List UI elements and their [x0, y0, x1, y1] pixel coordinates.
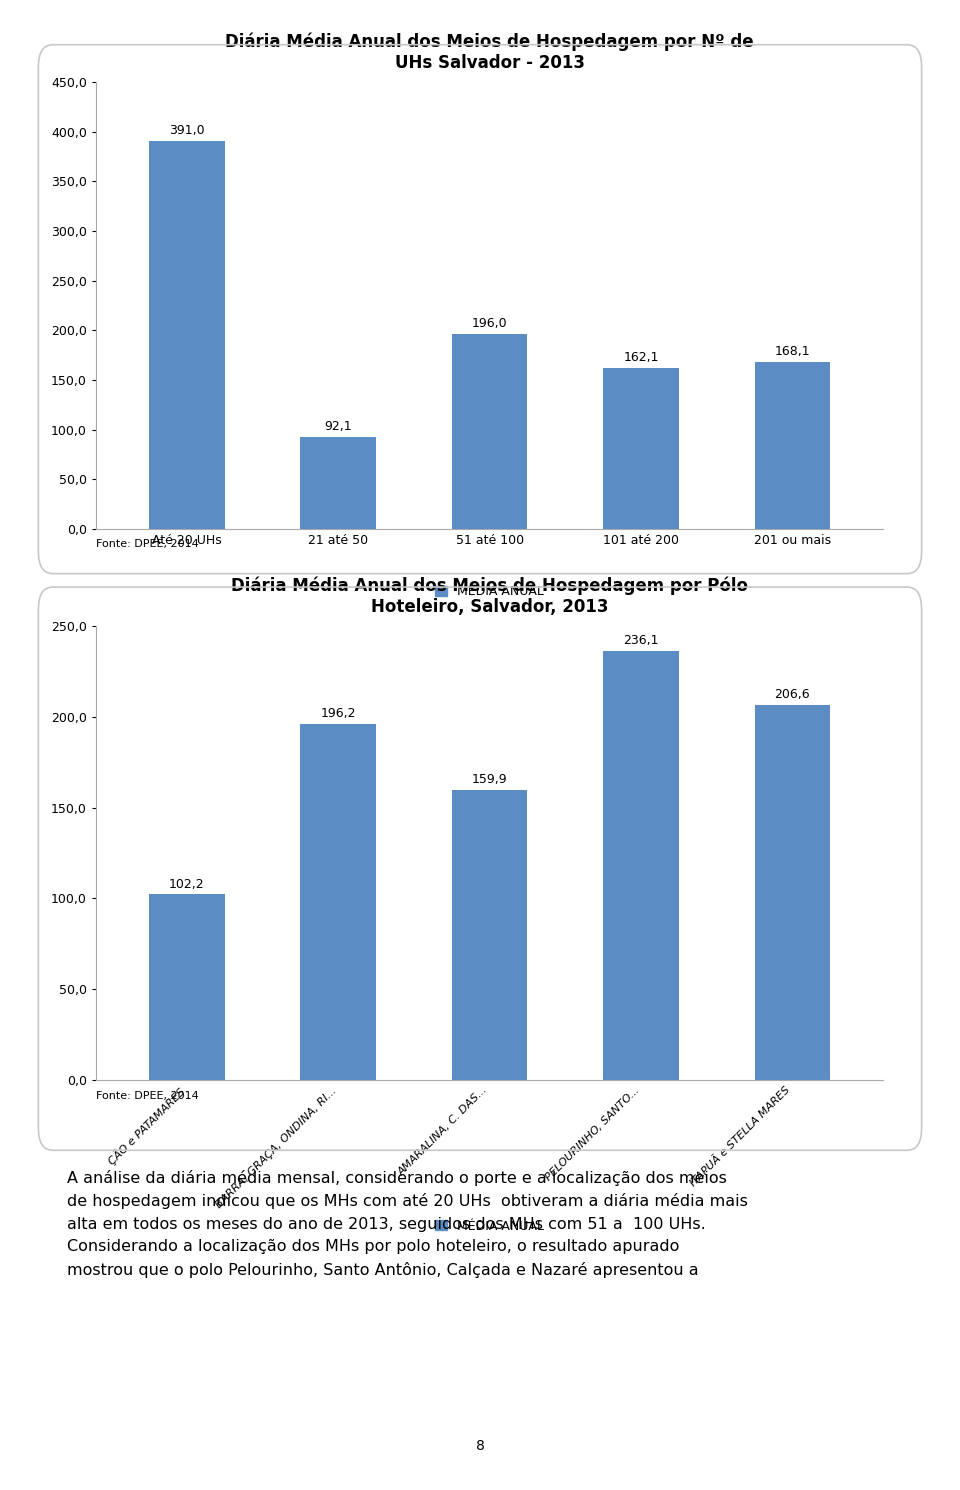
Text: 391,0: 391,0 — [169, 124, 204, 137]
Text: 236,1: 236,1 — [623, 635, 659, 648]
Bar — [149, 140, 225, 529]
Bar — [452, 790, 527, 1080]
Title: Diária Média Anual dos Meios de Hospedagem por Nº de
UHs Salvador - 2013: Diária Média Anual dos Meios de Hospedag… — [226, 33, 754, 72]
Bar — [149, 894, 225, 1080]
Text: Fonte: DPEE, 2014: Fonte: DPEE, 2014 — [96, 539, 199, 550]
Bar — [300, 724, 376, 1080]
Bar — [755, 705, 830, 1080]
Text: A análise da diária média mensal, considerando o porte e a localização dos meios: A análise da diária média mensal, consid… — [67, 1170, 748, 1277]
Text: 168,1: 168,1 — [775, 346, 810, 358]
Bar — [603, 651, 679, 1080]
Title: Diária Média Anual dos Meios de Hospedagem por Pólo
Hoteleiro, Salvador, 2013: Diária Média Anual dos Meios de Hospedag… — [231, 577, 748, 615]
Legend: MÉDIA ANUAL: MÉDIA ANUAL — [430, 1214, 549, 1238]
Bar — [452, 334, 527, 529]
Text: 162,1: 162,1 — [623, 352, 659, 364]
Legend: MÉDIA ANUAL: MÉDIA ANUAL — [430, 580, 549, 603]
Bar — [755, 362, 830, 529]
Text: 159,9: 159,9 — [471, 773, 508, 785]
Text: 196,2: 196,2 — [321, 706, 356, 720]
Text: 102,2: 102,2 — [169, 878, 204, 891]
Text: 206,6: 206,6 — [775, 688, 810, 702]
Bar — [300, 438, 376, 529]
Text: Fonte: DPEE, 2014: Fonte: DPEE, 2014 — [96, 1091, 199, 1101]
Bar — [603, 368, 679, 529]
Text: 196,0: 196,0 — [471, 317, 508, 331]
Text: 8: 8 — [475, 1439, 485, 1453]
Text: 92,1: 92,1 — [324, 420, 352, 434]
